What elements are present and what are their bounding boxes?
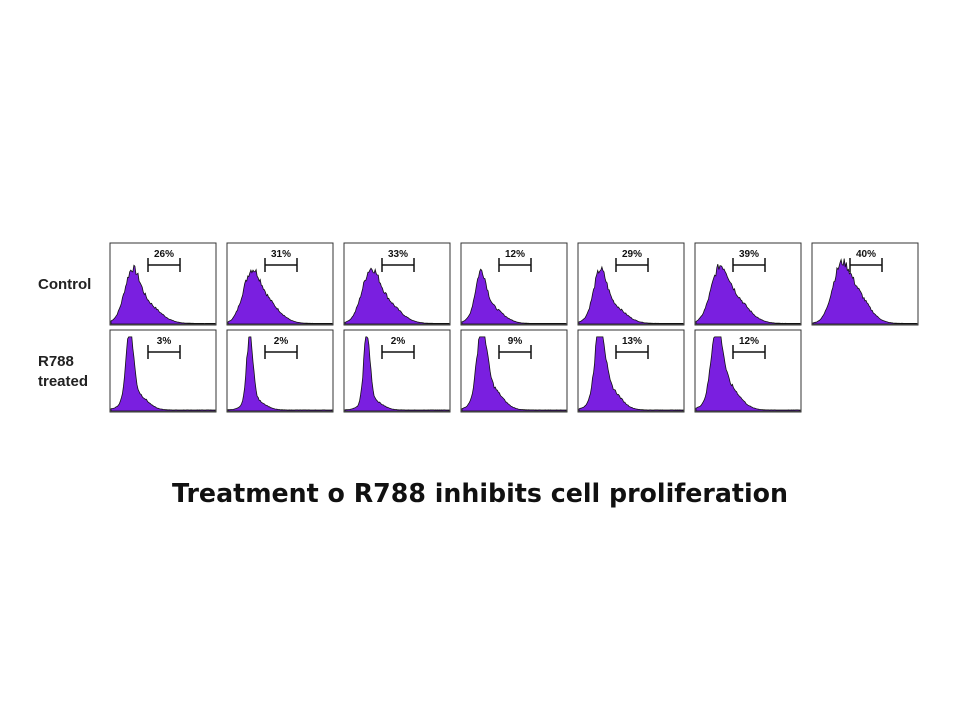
histogram (110, 264, 216, 325)
gate-bracket (147, 258, 181, 272)
gate-bracket (615, 258, 649, 272)
histogram (344, 336, 450, 412)
histogram (695, 336, 801, 412)
histogram-panel: 2% (343, 329, 451, 413)
histogram-panel: 13% (577, 329, 685, 413)
gate-label: 39% (739, 249, 759, 260)
gate-label: 40% (856, 249, 876, 260)
gate-bracket (381, 345, 415, 359)
gate-label: 2% (391, 336, 406, 347)
gate-label: 2% (274, 336, 289, 347)
histogram (344, 267, 450, 325)
histogram-panel: 9% (460, 329, 568, 413)
gate-bracket (498, 345, 532, 359)
histogram (812, 258, 918, 325)
caption: Treatment o R788 inhibits cell prolifera… (172, 479, 788, 509)
gate-bracket (732, 258, 766, 272)
gate-label: 12% (505, 249, 525, 260)
row-label: R788 (38, 353, 74, 370)
histogram (227, 336, 333, 412)
histogram (461, 268, 567, 325)
histogram-panel: 31% (226, 242, 334, 326)
histogram-panel: 33% (343, 242, 451, 326)
gate-label: 13% (622, 336, 642, 347)
histogram-panel: 40% (811, 242, 919, 326)
histogram (461, 336, 567, 412)
histogram (578, 265, 684, 325)
histogram (227, 268, 333, 325)
gate-label: 9% (508, 336, 523, 347)
histogram-panel: 39% (694, 242, 802, 326)
gate-bracket (381, 258, 415, 272)
gate-bracket (498, 258, 532, 272)
gate-label: 12% (739, 336, 759, 347)
histogram-panel: 29% (577, 242, 685, 326)
gate-bracket (732, 345, 766, 359)
gate-label: 31% (271, 249, 291, 260)
histogram-panel: 12% (460, 242, 568, 326)
histogram (695, 263, 801, 325)
gate-bracket (147, 345, 181, 359)
row-label: treated (38, 373, 88, 390)
gate-label: 29% (622, 249, 642, 260)
gate-label: 26% (154, 249, 174, 260)
gate-bracket (264, 345, 298, 359)
row-label: Control (38, 276, 91, 293)
gate-bracket (849, 258, 883, 272)
gate-bracket (264, 258, 298, 272)
gate-label: 33% (388, 249, 408, 260)
histogram-panel: 26% (109, 242, 217, 326)
histogram-panel: 2% (226, 329, 334, 413)
gate-bracket (615, 345, 649, 359)
histogram-panel: 3% (109, 329, 217, 413)
histogram-panel: 12% (694, 329, 802, 413)
histogram (578, 336, 684, 412)
histogram (110, 336, 216, 412)
gate-label: 3% (157, 336, 172, 347)
